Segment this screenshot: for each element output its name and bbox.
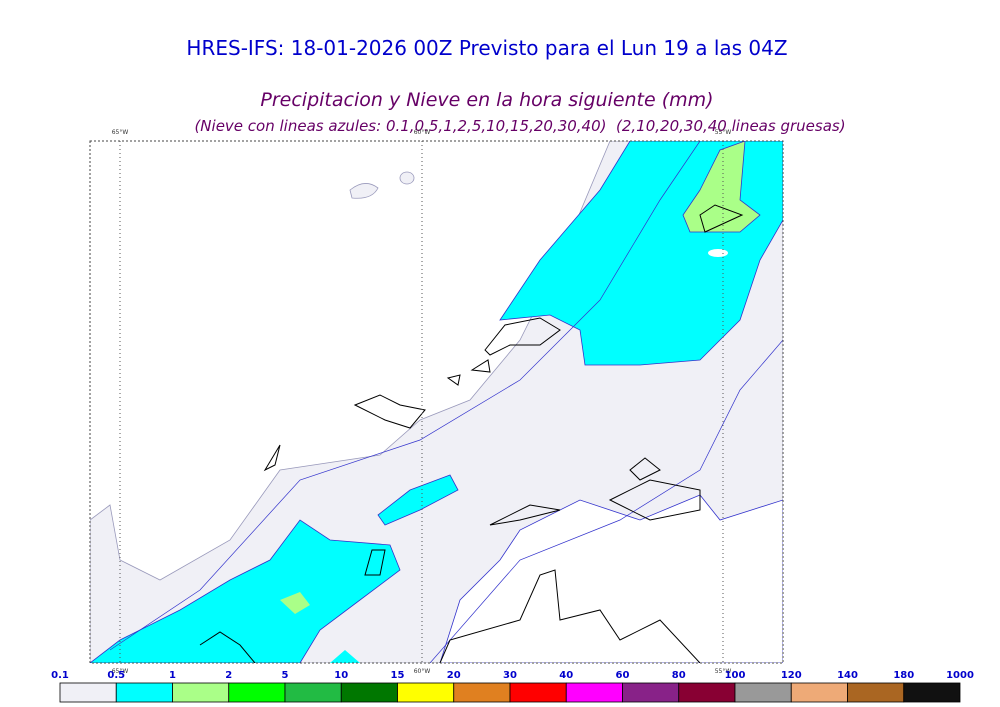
colorbar-swatch: [734, 682, 792, 703]
colorbar-label: 1: [169, 670, 176, 681]
lon-label: 65°W: [112, 129, 129, 136]
colorbar-label: 30: [503, 670, 517, 681]
colorbar: 0.1 0.5 1 2 5 10 15 20 30 40 60 80 100 120 140 180 1000: [51, 670, 974, 703]
colorbar-label: 60: [616, 670, 630, 681]
colorbar-label: 1000: [946, 670, 974, 681]
colorbar-label: 180: [893, 670, 914, 681]
colorbar-label: 10: [334, 670, 348, 681]
lon-label: 60°W: [414, 129, 431, 136]
colorbar-label: 0.1: [51, 670, 69, 681]
colorbar-swatch: [453, 682, 511, 703]
colorbar-swatch: [284, 682, 342, 703]
colorbar-label: 120: [781, 670, 802, 681]
colorbar-swatch: [565, 682, 623, 703]
colorbar-swatch: [622, 682, 680, 703]
colorbar-swatch: [172, 682, 230, 703]
title: HRES-IFS: 18-01-2026 00Z Previsto para e…: [186, 36, 787, 60]
colorbar-swatch: [397, 682, 455, 703]
colorbar-swatch: [847, 682, 905, 703]
colorbar-swatch: [790, 682, 848, 703]
map: 65°W 60°W 55°W 65°W 60°W 55°W: [89, 129, 784, 675]
colorbar-label: 15: [391, 670, 405, 681]
colorbar-label: 100: [725, 670, 746, 681]
colorbar-label: 5: [282, 670, 289, 681]
lon-label: 60°W: [414, 668, 431, 675]
lon-label: 55°W: [715, 668, 732, 675]
colorbar-swatch: [509, 682, 567, 703]
colorbar-swatch: [115, 682, 173, 703]
lon-label: 65°W: [112, 668, 129, 675]
colorbar-swatch: [678, 682, 736, 703]
colorbar-label: 140: [837, 670, 858, 681]
colorbar-label: 0.5: [107, 670, 125, 681]
colorbar-swatch: [59, 682, 117, 703]
colorbar-swatch: [228, 682, 286, 703]
colorbar-label: 20: [447, 670, 461, 681]
lon-label: 55°W: [715, 129, 732, 136]
note: (Nieve con lineas azules: 0.1,0.5,1,2,5,…: [194, 117, 845, 135]
colorbar-swatch: [903, 682, 961, 703]
colorbar-swatch: [340, 682, 398, 703]
colorbar-label: 40: [559, 670, 573, 681]
colorbar-label: 2: [225, 670, 232, 681]
subtitle: Precipitacion y Nieve en la hora siguien…: [260, 89, 713, 111]
colorbar-label: 80: [672, 670, 686, 681]
